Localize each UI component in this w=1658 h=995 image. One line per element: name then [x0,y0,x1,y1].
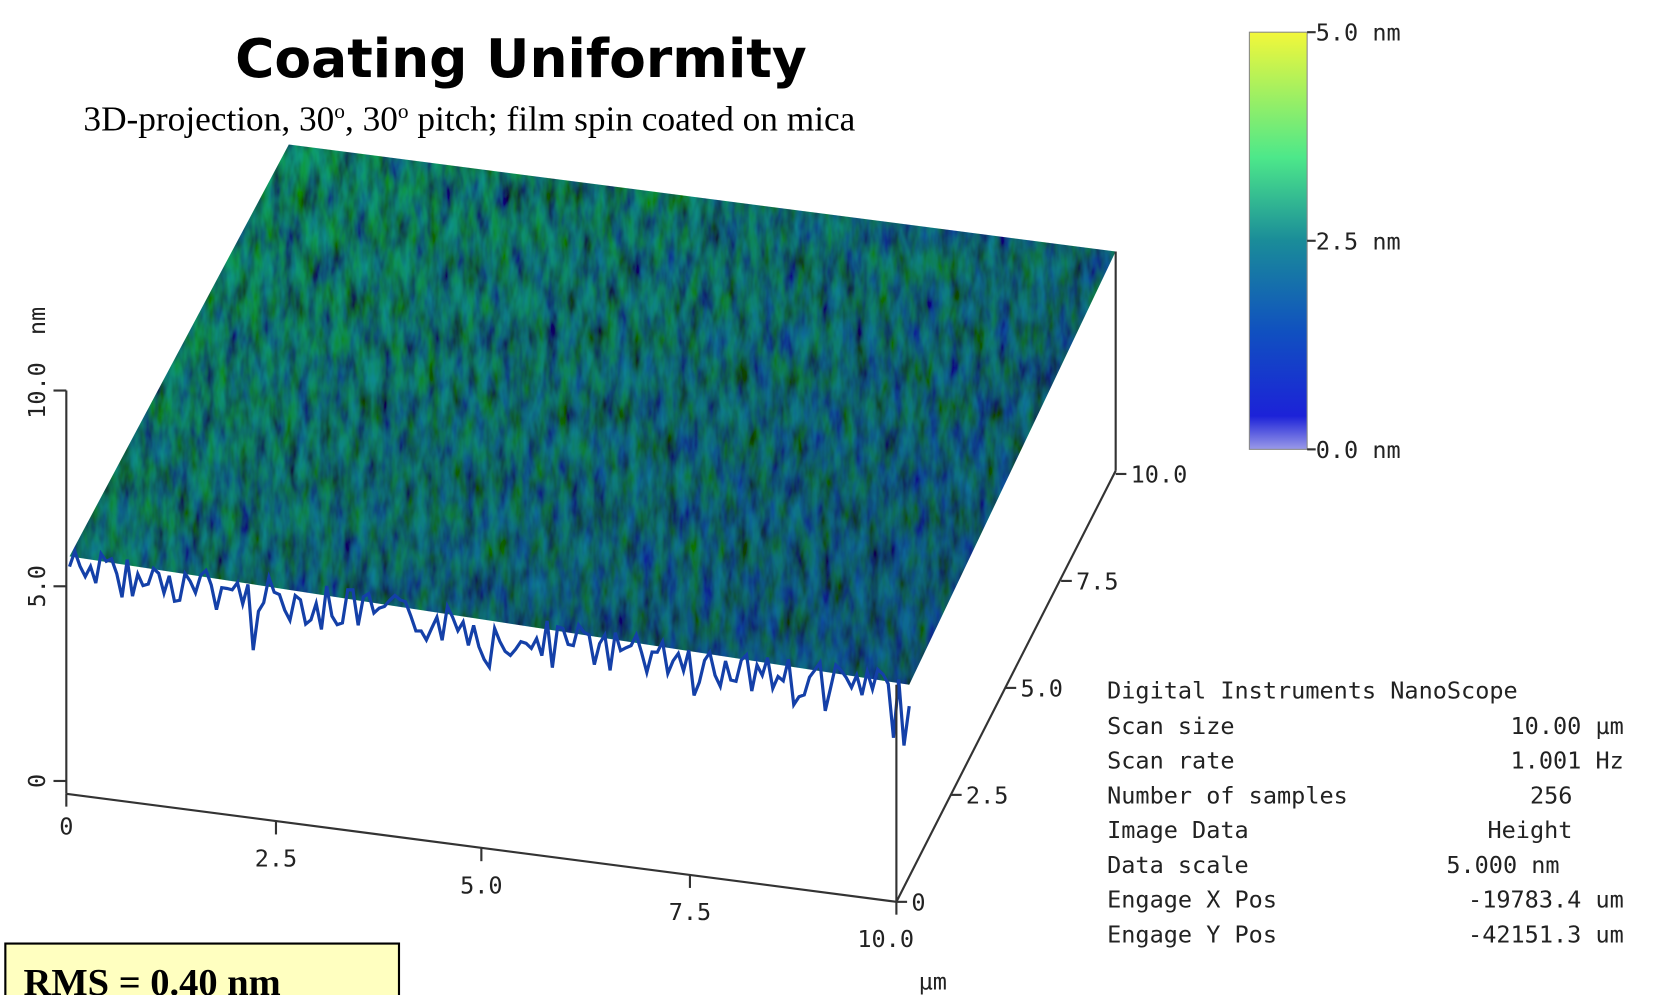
y-tick-label: 7.5 [1076,567,1118,595]
x-unit: µm [919,968,947,995]
title: Coating Uniformity [235,27,807,90]
info-key: Data scale [1107,851,1249,879]
colorbar-label: 2.5 nm [1316,227,1401,255]
x-axis [66,792,897,903]
info-key: Number of samples [1107,781,1348,809]
info-table: Digital Instruments NanoScope Scan size 10… [1107,677,1624,949]
info-value: -42151.3 um [1468,920,1624,948]
x-tick-label: 7.5 [669,898,711,926]
surface-edge [68,546,911,746]
y-tick-label: 10.0 [1131,461,1188,489]
y-tick-label: 0 [911,888,925,916]
y-tick-label: 2.5 [966,781,1008,809]
info-key: Scan rate [1107,747,1234,775]
surface [69,144,1116,685]
info-value: -19783.4 um [1468,886,1624,914]
info-value: 10.00 µm [1511,712,1624,740]
info-header: Digital Instruments NanoScope [1107,677,1518,705]
colorbar-label: 5.0 nm [1316,19,1401,47]
superscript: o [334,99,345,123]
x-tick-label: 10.0 [857,925,914,953]
z-tick-label: 0 [23,774,51,788]
rms-box [4,942,401,995]
colorbar [1248,31,1308,450]
subtitle-part: , 30 [345,100,398,139]
info-key: Engage X Pos [1107,886,1277,914]
x-tick-label: 0 [59,812,73,840]
colorbar-label: 0.0 nm [1316,436,1401,464]
x-tick-label: 5.0 [460,871,502,899]
info-key: Engage Y Pos [1107,920,1277,948]
z-tick-label: 10.0 [23,362,51,419]
info-value: Height [1487,816,1572,844]
info-value: 5.000 nm [1446,851,1559,879]
superscript: o [398,99,409,123]
subtitle-part: pitch; film spin coated on mica [409,100,856,139]
info-value: 256 [1530,781,1572,809]
rms-text: RMS = 0.40 nm [24,962,281,995]
z-unit: nm [23,307,51,335]
info-key: Scan size [1107,712,1234,740]
subtitle-part: 3D-projection, 30 [83,100,334,139]
z-tick-label: 5.0 [23,565,51,607]
info-key: Image Data [1107,816,1249,844]
x-tick-label: 2.5 [255,845,297,873]
subtitle: 3D-projection, 30o, 30o pitch; film spin… [83,99,855,139]
info-value: 1.001 Hz [1511,747,1624,775]
y-axis [895,470,1117,903]
y-tick-label: 5.0 [1020,674,1062,702]
colorbar-labels: 5.0 nm 2.5 nm 0.0 nm [1307,19,1401,464]
